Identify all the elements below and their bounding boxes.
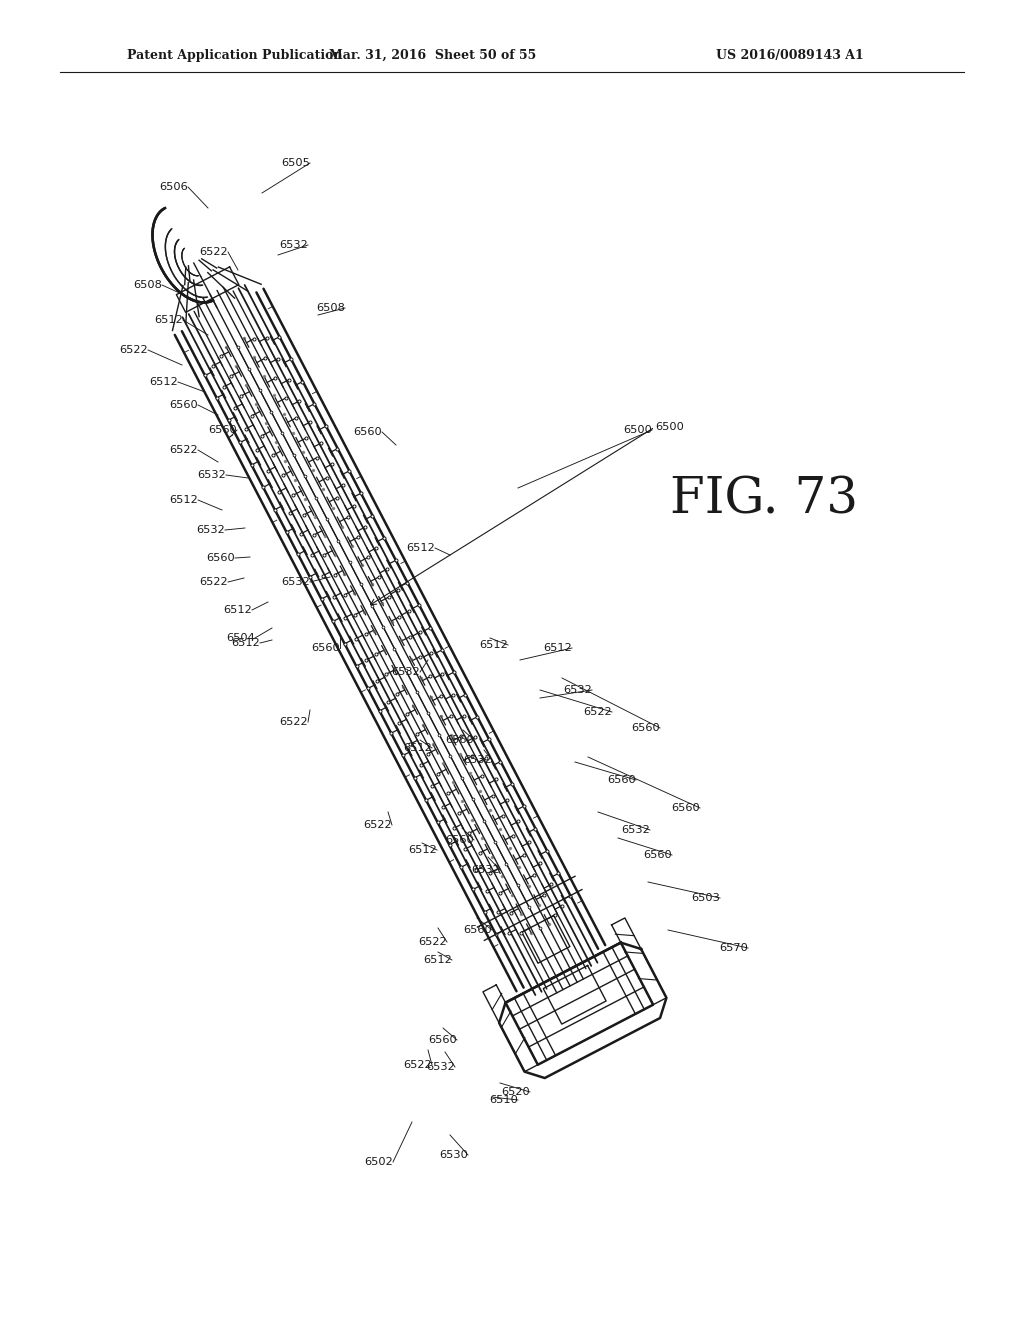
Text: 6502: 6502	[365, 1158, 393, 1167]
Text: 6506: 6506	[160, 182, 188, 191]
Text: 6520: 6520	[502, 1086, 530, 1097]
Text: 6512: 6512	[223, 605, 252, 615]
Text: 6560: 6560	[631, 723, 660, 733]
Text: 6532: 6532	[471, 865, 500, 875]
Text: 6560: 6560	[169, 400, 198, 411]
Text: 6532: 6532	[563, 685, 592, 696]
Text: 6560: 6560	[445, 836, 474, 845]
Text: 6560: 6560	[672, 803, 700, 813]
Text: 6510: 6510	[489, 1096, 518, 1105]
Text: 6532: 6532	[282, 577, 310, 587]
Text: 6522: 6522	[200, 577, 228, 587]
Text: 6504: 6504	[226, 634, 255, 643]
Text: 6532: 6532	[622, 825, 650, 836]
Text: Patent Application Publication: Patent Application Publication	[127, 49, 342, 62]
Text: 6560: 6560	[353, 426, 382, 437]
Text: 6560: 6560	[311, 643, 340, 653]
Text: 6508: 6508	[316, 304, 345, 313]
Text: 6522: 6522	[120, 345, 148, 355]
Text: 6522: 6522	[200, 247, 228, 257]
Text: Mar. 31, 2016  Sheet 50 of 55: Mar. 31, 2016 Sheet 50 of 55	[330, 49, 537, 62]
Text: 6512: 6512	[409, 845, 437, 855]
Text: 6532: 6532	[426, 1063, 455, 1072]
Text: 6522: 6522	[169, 445, 198, 455]
Text: US 2016/0089143 A1: US 2016/0089143 A1	[716, 49, 864, 62]
Text: 6560: 6560	[206, 553, 234, 564]
Text: 6508: 6508	[133, 280, 162, 290]
Text: 6522: 6522	[403, 1060, 432, 1071]
Text: 6560: 6560	[208, 425, 237, 436]
Text: 6512: 6512	[231, 638, 260, 648]
Text: 6530: 6530	[439, 1150, 468, 1160]
Text: 6500: 6500	[624, 425, 652, 436]
Text: 6512: 6512	[150, 378, 178, 387]
Text: 6512: 6512	[423, 954, 452, 965]
Text: 6512: 6512	[403, 743, 432, 752]
Text: 6560: 6560	[607, 775, 636, 785]
Text: 6522: 6522	[280, 717, 308, 727]
Text: 6532: 6532	[391, 667, 420, 677]
Text: 6512: 6512	[544, 643, 572, 653]
Text: 6500: 6500	[655, 422, 684, 432]
Text: 6570: 6570	[719, 942, 748, 953]
Text: 6532: 6532	[198, 470, 226, 480]
Text: 6532: 6532	[197, 525, 225, 535]
Text: 6522: 6522	[364, 820, 392, 830]
Text: 6532: 6532	[463, 755, 492, 766]
Text: 6503: 6503	[691, 894, 720, 903]
Text: 6560: 6560	[463, 925, 492, 935]
Text: FIG. 73: FIG. 73	[670, 475, 858, 525]
Text: 6505: 6505	[282, 158, 310, 168]
Text: 6512: 6512	[155, 315, 183, 325]
Text: 6512: 6512	[169, 495, 198, 506]
Text: 6560: 6560	[445, 735, 474, 744]
Text: 6512: 6512	[407, 543, 435, 553]
Text: 6560: 6560	[428, 1035, 457, 1045]
Text: 6522: 6522	[419, 937, 447, 946]
Text: 6532: 6532	[280, 240, 308, 249]
Text: 6522: 6522	[584, 708, 612, 717]
Text: 6560: 6560	[643, 850, 672, 861]
Text: 6512: 6512	[479, 640, 508, 649]
